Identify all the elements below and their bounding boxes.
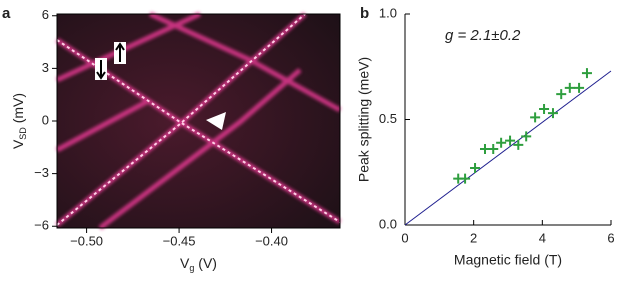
color-map — [55, 11, 342, 230]
y-tick-label: −6 — [34, 218, 49, 233]
y-axis-label-part: V — [10, 139, 26, 149]
x-axis-label-part: V — [180, 255, 190, 271]
data-point — [460, 173, 471, 184]
y-tick-label: 3 — [42, 60, 49, 75]
y-axis-label-part: (mV) — [10, 93, 26, 127]
data-point — [530, 112, 541, 123]
x-tick-label: −0.40 — [255, 233, 288, 248]
data-point — [521, 131, 532, 142]
annotation: g = 2.1±0.2 — [445, 27, 521, 44]
x-tick-label: −0.50 — [70, 233, 103, 248]
y-axis-label: Peak splitting (meV) — [356, 57, 372, 182]
x-tick-label: 2 — [470, 230, 477, 245]
fit-line — [404, 70, 612, 226]
data-point — [581, 68, 592, 79]
x-tick-label: 6 — [607, 230, 614, 245]
x-axis-label: Magnetic field (T) — [454, 252, 562, 268]
stripe — [55, 97, 152, 153]
up-arrow — [115, 42, 125, 62]
data-point — [488, 144, 499, 155]
data-point — [539, 103, 550, 114]
panel-label: a — [2, 5, 11, 22]
data-point — [513, 139, 524, 150]
panel-label: b — [360, 5, 369, 22]
x-axis-label: Vg (V) — [180, 255, 217, 274]
x-tick-label: 4 — [539, 230, 546, 245]
data-point — [496, 137, 507, 148]
data-point — [574, 82, 585, 93]
data-point — [547, 108, 558, 119]
data-point — [505, 135, 516, 146]
x-axis-label-part: (V) — [194, 255, 217, 271]
x-axis-label-part: g — [189, 263, 194, 273]
data-point — [564, 82, 575, 93]
y-axis-label: VSD (mV) — [10, 93, 29, 149]
y-tick-label: 0.5 — [379, 111, 397, 126]
x-tick-label: −0.45 — [163, 233, 196, 248]
y-tick-label: 6 — [42, 7, 49, 22]
y-axis-label-part: SD — [18, 127, 28, 140]
data-point — [556, 89, 567, 100]
marker-triangle — [206, 112, 226, 130]
y-tick-label: 0 — [42, 112, 49, 127]
stripe — [98, 68, 302, 230]
y-tick-label: −3 — [34, 165, 49, 180]
bright-line — [56, 13, 306, 226]
x-tick-label: 0 — [401, 230, 408, 245]
y-tick-label: 0.0 — [379, 216, 397, 231]
down-arrow — [96, 60, 106, 80]
stripe — [148, 11, 342, 113]
data-point — [470, 163, 481, 174]
y-tick-label: 1.0 — [379, 5, 397, 20]
